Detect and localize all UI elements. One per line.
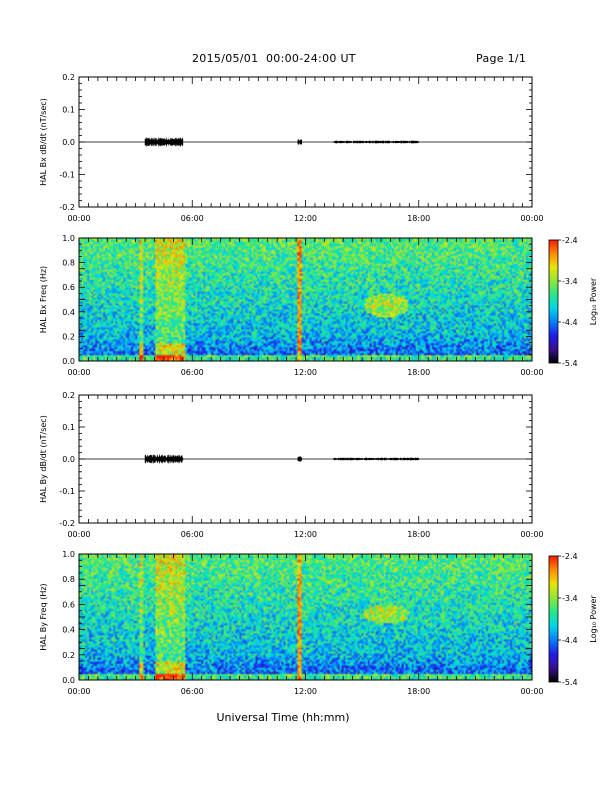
page-number: Page 1/1: [476, 52, 527, 65]
y-axis-label: HAL By dB/dt (nT/sec): [39, 415, 48, 503]
series-activity: [333, 457, 420, 461]
colorbar: -2.4 -3.4 -4.4 -5.4 Log₁₀ Power: [548, 552, 598, 687]
y-tick-label: 1.0: [62, 234, 75, 243]
x-tick-label: 00:00: [67, 214, 90, 223]
x-tick-label: 18:00: [407, 214, 430, 223]
colorbar: -2.4 -3.4 -4.4 -5.4 Log₁₀ Power: [548, 236, 598, 368]
x-tick-label: 00:00: [67, 368, 90, 377]
y-tick-label: 0.1: [62, 423, 75, 432]
x-tick-label: 12:00: [294, 214, 317, 223]
y-tick-label: 0.6: [62, 600, 75, 609]
colorbar-scale: [548, 555, 559, 683]
y-tick-label: 0.2: [62, 332, 75, 341]
series-activity: [144, 137, 184, 147]
page-title: 2015/05/01 00:00-24:00 UT: [192, 52, 356, 65]
colorbar-tick-label: -3.4: [562, 277, 578, 286]
y-tick-label: 0.0: [62, 676, 75, 685]
colorbar-tick-label: -3.4: [562, 594, 578, 603]
y-tick-label: 0.2: [62, 651, 75, 660]
x-tick-label: 12:00: [294, 530, 317, 539]
y-tick-label: 0.1: [62, 106, 75, 115]
colorbar-tick-label: -4.4: [562, 318, 578, 327]
x-tick-label: 00:00: [67, 530, 90, 539]
y-tick-label: 0.4: [62, 308, 75, 317]
colorbar-tick-label: -5.4: [562, 678, 578, 687]
colorbar-tick-label: -5.4: [562, 359, 578, 368]
x-tick-label: 06:00: [181, 214, 204, 223]
colorbar-label: Log₁₀ Power: [589, 595, 598, 643]
y-axis-label: HAL By Freq (Hz): [39, 583, 48, 650]
y-tick-label: 0.0: [62, 455, 75, 464]
y-tick-label: 0.2: [62, 73, 75, 82]
y-tick-label: -0.1: [59, 487, 75, 496]
x-tick-label: 00:00: [520, 214, 543, 223]
series-activity: [297, 456, 303, 462]
dbdt-panel: 0.2 0.1 0.0 -0.1 -0.2 HAL Bx dB/dt (nT/sec) 00…: [39, 73, 544, 223]
colorbar-scale: [548, 239, 559, 364]
y-tick-label: -0.2: [59, 519, 75, 528]
y-tick-label: 0.0: [62, 138, 75, 147]
x-tick-label: 18:00: [407, 368, 430, 377]
colorbar-label: Log₁₀ Power: [589, 277, 598, 325]
spectrogram-panel: 1.0 0.8 0.6 0.4 0.2 0.0 HAL Bx Freq (Hz) -2.4 -3…: [39, 234, 598, 377]
x-tick-label: 18:00: [407, 687, 430, 696]
series-activity: [333, 140, 420, 144]
y-tick-label: 0.8: [62, 259, 75, 268]
x-tick-label: 00:00: [67, 687, 90, 696]
y-axis-label: HAL Bx Freq (Hz): [39, 266, 48, 333]
x-tick-label: 18:00: [407, 530, 430, 539]
spectrogram-heatmap: [79, 238, 532, 361]
colorbar-tick-label: -4.4: [562, 636, 578, 645]
spectrogram-heatmap: [79, 554, 532, 680]
y-tick-label: 0.4: [62, 626, 75, 635]
x-tick-label: 06:00: [181, 368, 204, 377]
y-axis-label: HAL Bx dB/dt (nT/sec): [39, 98, 48, 186]
x-axis-label: Universal Time (hh:mm): [217, 711, 350, 724]
x-tick-label: 12:00: [294, 368, 317, 377]
y-tick-label: 0.6: [62, 283, 75, 292]
series-activity: [297, 139, 303, 145]
x-tick-label: 00:00: [520, 368, 543, 377]
x-tick-label: 00:00: [520, 530, 543, 539]
dbdt-panel: 0.2 0.1 0.0 -0.1 -0.2 HAL By dB/dt (nT/sec) 00…: [39, 391, 544, 539]
y-tick-label: 0.2: [62, 391, 75, 400]
series-activity: [144, 454, 184, 464]
x-tick-label: 06:00: [181, 687, 204, 696]
colorbar-tick-label: -2.4: [562, 552, 578, 561]
x-tick-label: 12:00: [294, 687, 317, 696]
colorbar-tick-label: -2.4: [562, 236, 578, 245]
spectrogram-panel: 1.0 0.8 0.6 0.4 0.2 0.0 HAL By Freq (Hz) -2.4 -3…: [39, 550, 598, 696]
y-tick-label: 0.0: [62, 357, 75, 366]
y-tick-label: 1.0: [62, 550, 75, 559]
x-tick-label: 00:00: [520, 687, 543, 696]
x-tick-label: 06:00: [181, 530, 204, 539]
y-tick-label: -0.1: [59, 171, 75, 180]
page-header: 2015/05/01 00:00-24:00 UT Page 1/1: [0, 52, 612, 68]
y-tick-label: 0.8: [62, 575, 75, 584]
y-tick-label: -0.2: [59, 203, 75, 212]
